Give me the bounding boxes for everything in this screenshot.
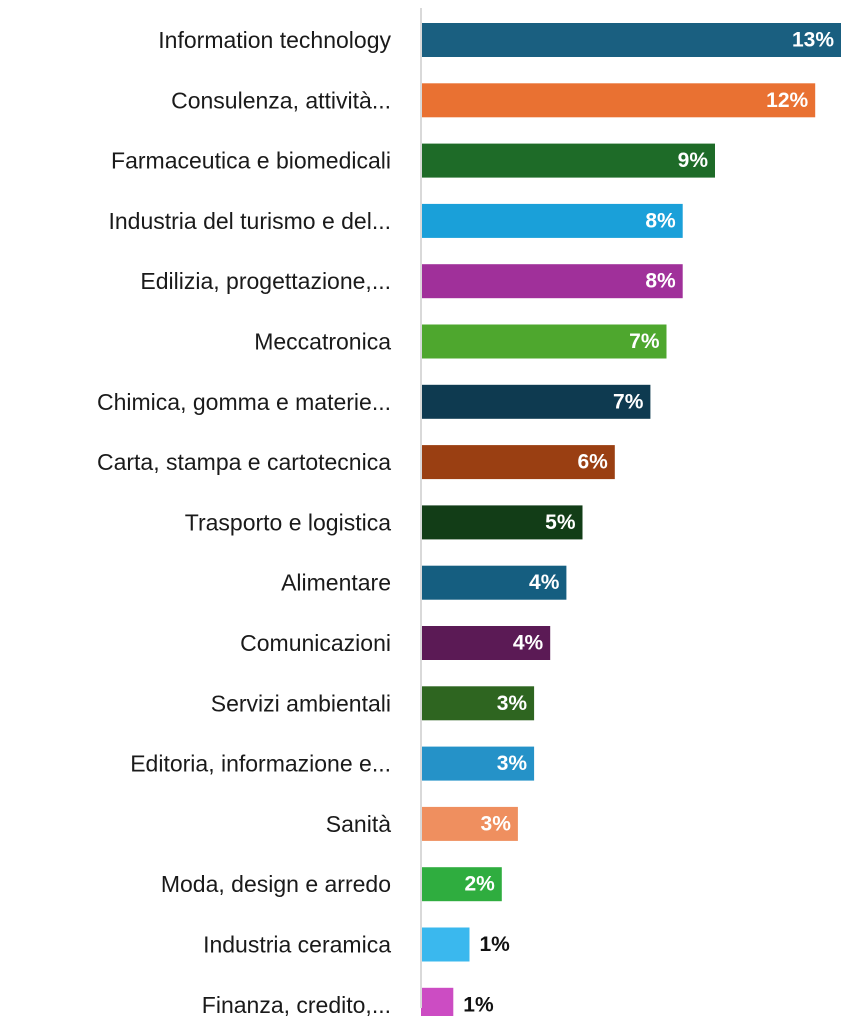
- bar: [421, 867, 502, 902]
- value-label: 8%: [645, 209, 676, 232]
- value-label: 7%: [629, 330, 660, 353]
- value-label: 9%: [678, 149, 709, 172]
- bar: [421, 686, 535, 721]
- category-label: Meccatronica: [254, 329, 391, 355]
- category-label: Edilizia, progettazione,...: [140, 268, 391, 294]
- bar: [421, 505, 583, 540]
- value-label: 6%: [577, 451, 608, 474]
- value-label: 3%: [497, 692, 528, 715]
- bar: [421, 143, 715, 178]
- category-label: Information technology: [158, 27, 391, 53]
- category-label: Moda, design e arredo: [161, 871, 391, 897]
- category-label: Comunicazioni: [240, 630, 391, 656]
- bar: [421, 927, 470, 962]
- value-label: 5%: [545, 511, 576, 534]
- bar: [421, 565, 567, 600]
- category-label: Chimica, gomma e materie...: [97, 389, 391, 415]
- bar: [421, 23, 841, 57]
- bar: [421, 83, 816, 118]
- value-label: 1%: [463, 993, 494, 1016]
- value-label: 8%: [645, 270, 676, 293]
- category-label: Industria del turismo e del...: [108, 208, 391, 234]
- value-label: 2%: [464, 873, 495, 896]
- category-label: Sanità: [326, 811, 391, 837]
- value-label: 12%: [766, 89, 808, 112]
- bar: [421, 987, 454, 1016]
- value-label: 4%: [513, 632, 544, 655]
- category-labels-group: Information technology Consulenza, attivi…: [97, 27, 392, 1016]
- value-label: 3%: [481, 812, 512, 835]
- value-label: 13%: [792, 29, 834, 52]
- category-label: Servizi ambientali: [211, 690, 391, 716]
- value-label: 7%: [613, 390, 644, 413]
- category-label: Alimentare: [281, 570, 391, 596]
- category-label: Farmaceutica e biomedicali: [111, 148, 391, 174]
- bars-group: [421, 23, 841, 1016]
- bar: [421, 264, 683, 299]
- category-label: Editoria, informazione e...: [130, 751, 391, 777]
- value-label: 4%: [529, 571, 560, 594]
- bar: [421, 384, 651, 419]
- value-labels-group: 13% 12% 9% 8% 8% 7% 7% 6% 5% 4% 4% 3% 3% 3% 2% 1% 1%: [463, 29, 834, 1016]
- value-label: 1%: [480, 933, 511, 956]
- bar: [421, 746, 535, 781]
- category-label: Finanza, credito,...: [202, 992, 391, 1016]
- bar: [421, 806, 518, 841]
- category-label: Carta, stampa e cartotecnica: [97, 449, 391, 475]
- bar: [421, 203, 683, 238]
- value-label: 3%: [497, 752, 528, 775]
- category-label: Industria ceramica: [203, 932, 391, 958]
- category-label: Trasporto e logistica: [185, 509, 391, 535]
- bar: [421, 626, 551, 660]
- bar: [421, 324, 667, 359]
- category-label: Consulenza, attività...: [171, 87, 391, 113]
- bar: [421, 445, 615, 480]
